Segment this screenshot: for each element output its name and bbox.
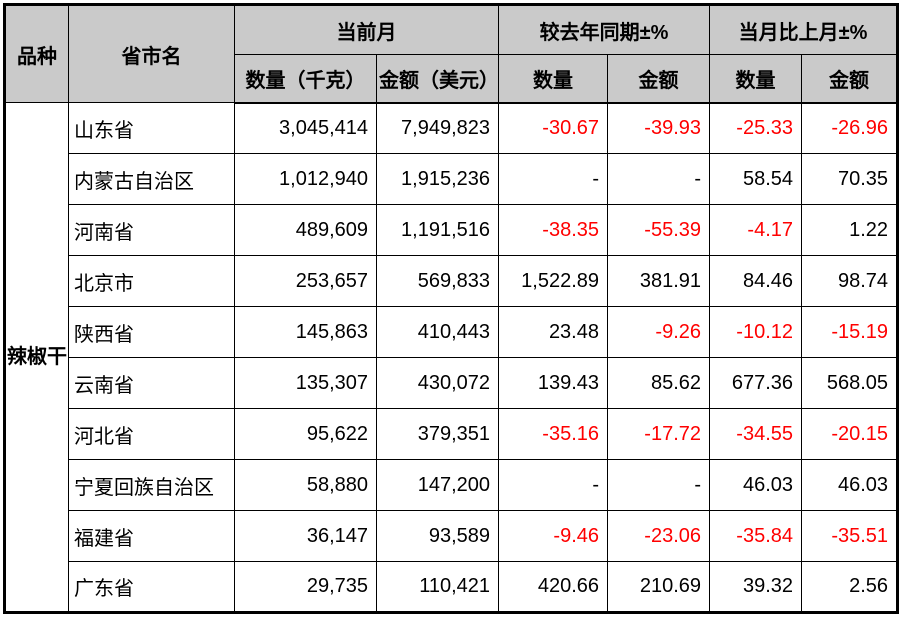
yoy-amount-cell: -9.26 [606, 306, 711, 358]
table-row: 北京市 253,657 569,833 1,522.89 381.91 84.4… [5, 255, 899, 307]
amount-usd-cell: 1,191,516 [376, 204, 499, 256]
amount-usd-cell: 569,833 [376, 255, 499, 307]
header-group-row: 品种 省市名 当前月 较去年同期±% 当月比上月±% [4, 4, 899, 103]
mom-amount-cell: -15.19 [801, 306, 899, 358]
qty-kg-cell: 36,147 [234, 510, 377, 562]
mom-qty-cell: -10.12 [709, 306, 803, 358]
mom-amount-cell: 46.03 [801, 459, 899, 511]
table-row: 内蒙古自治区 1,012,940 1,915,236 - - 58.54 70.… [5, 153, 899, 205]
qty-kg-cell: 29,735 [234, 561, 377, 613]
mom-amount-cell: 568.05 [801, 357, 899, 409]
mom-amount-cell: 1.22 [801, 204, 899, 256]
province-cell: 福建省 [68, 510, 235, 562]
province-cell: 云南省 [68, 357, 235, 409]
yoy-qty-cell: -35.16 [498, 408, 608, 460]
yoy-amount-cell: - [606, 153, 711, 205]
amount-usd-cell: 7,949,823 [376, 102, 499, 154]
province-cell: 北京市 [68, 255, 235, 307]
qty-kg-cell: 489,609 [234, 204, 377, 256]
header-yoy-qty: 数量 [498, 54, 608, 104]
header-variety: 品种 [4, 4, 69, 103]
amount-usd-cell: 147,200 [376, 459, 499, 511]
yoy-amount-cell: 381.91 [606, 255, 711, 307]
yoy-qty-cell: 23.48 [498, 306, 608, 358]
mom-amount-cell: 2.56 [801, 561, 899, 613]
table-row: 陕西省 145,863 410,443 23.48 -9.26 -10.12 -… [5, 306, 899, 358]
table-row: 福建省 36,147 93,589 -9.46 -23.06 -35.84 -3… [5, 510, 899, 562]
table-row: 广东省 29,735 110,421 420.66 210.69 39.32 2… [5, 561, 899, 613]
province-cell: 河北省 [68, 408, 235, 460]
mom-qty-cell: -35.84 [709, 510, 803, 562]
mom-qty-cell: -4.17 [709, 204, 803, 256]
trade-report-table: 品种 省市名 当前月 较去年同期±% 当月比上月±% 数量（千克） 金额（美元）… [3, 3, 899, 614]
yoy-amount-cell: 210.69 [606, 561, 711, 613]
mom-qty-cell: 46.03 [709, 459, 803, 511]
amount-usd-cell: 379,351 [376, 408, 499, 460]
mom-qty-cell: 39.32 [709, 561, 803, 613]
header-yoy-amount: 金额 [606, 54, 711, 104]
qty-kg-cell: 58,880 [234, 459, 377, 511]
qty-kg-cell: 1,012,940 [234, 153, 377, 205]
mom-qty-cell: -25.33 [709, 102, 803, 154]
yoy-amount-cell: -17.72 [606, 408, 711, 460]
mom-amount-cell: 98.74 [801, 255, 899, 307]
yoy-amount-cell: -39.93 [606, 102, 711, 154]
qty-kg-cell: 3,045,414 [234, 102, 377, 154]
table-row: 辣椒干 山东省 3,045,414 7,949,823 -30.67 -39.9… [4, 102, 899, 613]
yoy-qty-cell: 420.66 [498, 561, 608, 613]
amount-usd-cell: 410,443 [376, 306, 499, 358]
header-current-month: 当前月 [234, 4, 499, 55]
yoy-qty-cell: 139.43 [498, 357, 608, 409]
table-row: 河南省 489,609 1,191,516 -38.35 -55.39 -4.1… [5, 204, 899, 256]
qty-kg-cell: 95,622 [234, 408, 377, 460]
mom-qty-cell: 677.36 [709, 357, 803, 409]
header-province: 省市名 [68, 4, 235, 103]
variety-cell: 辣椒干 [4, 102, 69, 613]
yoy-amount-cell: -55.39 [606, 204, 711, 256]
amount-usd-cell: 1,915,236 [376, 153, 499, 205]
yoy-qty-cell: - [498, 153, 608, 205]
yoy-qty-cell: -30.67 [498, 102, 608, 154]
qty-kg-cell: 145,863 [234, 306, 377, 358]
mom-amount-cell: -35.51 [801, 510, 899, 562]
province-cell: 广东省 [68, 561, 235, 613]
table-row: 河北省 95,622 379,351 -35.16 -17.72 -34.55 … [5, 408, 899, 460]
table-row: 宁夏回族自治区 58,880 147,200 - - 46.03 46.03 [5, 459, 899, 511]
yoy-qty-cell: - [498, 459, 608, 511]
header-mom-amount: 金额 [801, 54, 899, 104]
yoy-qty-cell: -9.46 [498, 510, 608, 562]
province-cell: 河南省 [68, 204, 235, 256]
mom-qty-cell: 58.54 [709, 153, 803, 205]
mom-amount-cell: -20.15 [801, 408, 899, 460]
yoy-amount-cell: -23.06 [606, 510, 711, 562]
yoy-amount-cell: 85.62 [606, 357, 711, 409]
mom-amount-cell: -26.96 [801, 102, 899, 154]
province-cell: 山东省 [68, 102, 235, 154]
header-mom-group: 当月比上月±% [709, 4, 899, 55]
province-cell: 宁夏回族自治区 [68, 459, 235, 511]
header-qty-kg: 数量（千克） [234, 54, 377, 104]
amount-usd-cell: 110,421 [376, 561, 499, 613]
header-amount-usd: 金额（美元） [376, 54, 499, 104]
header-yoy-group: 较去年同期±% [497, 4, 711, 55]
yoy-qty-cell: 1,522.89 [498, 255, 608, 307]
yoy-qty-cell: -38.35 [498, 204, 608, 256]
province-cell: 陕西省 [68, 306, 235, 358]
mom-qty-cell: -34.55 [709, 408, 803, 460]
qty-kg-cell: 253,657 [234, 255, 377, 307]
amount-usd-cell: 93,589 [376, 510, 499, 562]
amount-usd-cell: 430,072 [376, 357, 499, 409]
table-row: 云南省 135,307 430,072 139.43 85.62 677.36 … [5, 357, 899, 409]
yoy-amount-cell: - [606, 459, 711, 511]
header-mom-qty: 数量 [709, 54, 803, 104]
qty-kg-cell: 135,307 [234, 357, 377, 409]
mom-qty-cell: 84.46 [709, 255, 803, 307]
province-cell: 内蒙古自治区 [68, 153, 235, 205]
mom-amount-cell: 70.35 [801, 153, 899, 205]
header-sub-row: 数量（千克） 金额（美元） 数量 金额 数量 金额 [5, 54, 899, 104]
